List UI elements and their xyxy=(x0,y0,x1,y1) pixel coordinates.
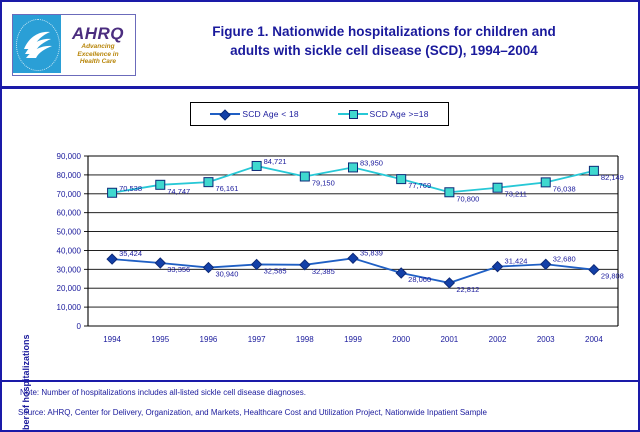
data-point-label: 83,950 xyxy=(360,158,383,167)
legend-line-18-plus xyxy=(337,110,368,119)
chart-note: Note: Number of hospitalizations include… xyxy=(20,388,306,397)
tagline-line-1: Advancing xyxy=(81,43,115,51)
data-point-marker xyxy=(154,257,166,269)
hhs-seal-icon xyxy=(13,15,61,73)
line-chart: 0 10,000 20,000 30,000 40,000 50,000 60,000 70,… xyxy=(57,152,624,344)
ahrq-logo: AHRQ Advancing Excellence in Health Care xyxy=(12,14,136,76)
x-axis-tick-label: 2001 xyxy=(440,335,458,344)
y-axis-tick-label: 0 xyxy=(77,322,82,331)
data-point-label: 22,812 xyxy=(456,285,479,294)
title-line-1: Figure 1. Nationwide hospitalizations fo… xyxy=(212,24,556,39)
data-point-label: 30,940 xyxy=(215,270,238,279)
data-point-marker xyxy=(348,162,358,173)
data-point-label: 33,356 xyxy=(167,265,190,274)
chart-legend: SCD Age < 18 SCD Age >=18 xyxy=(190,102,449,126)
data-point-label: 74,747 xyxy=(167,187,190,196)
data-point-marker xyxy=(107,187,118,198)
data-point-label: 76,161 xyxy=(215,184,238,193)
data-point-marker xyxy=(588,263,600,276)
data-point-label: 70,800 xyxy=(456,194,479,203)
data-point-marker xyxy=(588,165,599,176)
data-point-label: 32,680 xyxy=(553,254,576,263)
y-axis-tick-label: 80,000 xyxy=(57,171,82,180)
y-axis-tick-label: 70,000 xyxy=(57,190,82,199)
data-point-marker xyxy=(251,160,262,171)
data-point-label: 84,721 xyxy=(264,157,287,166)
data-point-label: 73,211 xyxy=(505,190,527,199)
data-point-marker xyxy=(395,267,407,279)
data-point-marker xyxy=(396,174,407,185)
data-point-label: 77,769 xyxy=(408,181,431,190)
legend-line-under-18 xyxy=(210,109,241,121)
data-point-marker xyxy=(443,277,456,289)
ahrq-wordmark: AHRQ xyxy=(71,24,125,44)
x-axis-tick-label: 1997 xyxy=(248,335,266,344)
x-axis-tick-label: 1998 xyxy=(296,335,314,344)
title-line-2: adults with sickle cell disease (SCD), 1… xyxy=(230,43,538,58)
data-point-label: 35,424 xyxy=(119,249,142,258)
ahrq-tagline: Advancing Excellence in Health Care xyxy=(77,43,118,66)
data-point-marker xyxy=(492,182,503,193)
header: AHRQ Advancing Excellence in Health Care… xyxy=(2,2,638,86)
data-point-marker xyxy=(347,252,359,265)
diamond-marker-icon xyxy=(219,109,232,121)
data-point-label: 35,839 xyxy=(360,248,383,257)
data-point-marker xyxy=(299,171,310,182)
x-axis-tick-label: 1994 xyxy=(103,335,121,344)
y-axis-tick-label: 50,000 xyxy=(57,228,82,237)
legend-label-under-18: SCD Age < 18 xyxy=(242,109,299,119)
data-point-marker xyxy=(106,253,118,265)
x-axis-tick-label: 1996 xyxy=(200,335,218,344)
x-axis-tick-label: 2004 xyxy=(585,335,603,344)
y-axis-tick-label: 60,000 xyxy=(57,209,82,218)
x-axis-tick-label: 2002 xyxy=(489,335,507,344)
data-point-marker xyxy=(444,187,455,198)
x-axis-tick-label: 2000 xyxy=(392,335,410,344)
y-axis-tick-label: 30,000 xyxy=(57,265,82,274)
data-point-marker xyxy=(202,261,215,274)
data-point-label: 79,150 xyxy=(312,178,335,187)
legend-item-scd-under-18: SCD Age < 18 xyxy=(210,109,299,121)
x-axis-tick-label: 1995 xyxy=(151,335,169,344)
data-point-marker xyxy=(540,258,552,270)
data-point-marker xyxy=(250,258,263,271)
data-point-marker xyxy=(540,177,551,188)
seal-ring xyxy=(16,19,60,71)
data-point-label: 31,424 xyxy=(505,257,528,266)
tagline-line-2: Excellence in xyxy=(77,50,119,58)
footer-divider xyxy=(2,380,638,382)
header-divider xyxy=(2,86,638,89)
data-point-marker xyxy=(299,259,311,271)
data-point-marker xyxy=(203,177,214,188)
data-point-label: 82,149 xyxy=(601,173,624,182)
legend-label-18-plus: SCD Age >=18 xyxy=(369,109,429,119)
data-point-label: 70,538 xyxy=(119,184,142,193)
y-axis-tick-label: 40,000 xyxy=(57,246,82,255)
ahrq-wordmark-block: AHRQ Advancing Excellence in Health Care xyxy=(61,15,135,75)
data-point-label: 32,385 xyxy=(312,267,335,276)
data-point-label: 76,038 xyxy=(553,184,576,193)
x-axis-tick-label: 1999 xyxy=(344,335,362,344)
data-point-label: 32,585 xyxy=(264,266,287,275)
hhs-bird-icon xyxy=(24,31,52,58)
data-point-marker xyxy=(155,179,166,190)
data-point-label: 29,808 xyxy=(601,272,624,281)
data-point-marker xyxy=(491,260,504,273)
x-axis-tick-label: 2003 xyxy=(537,335,555,344)
chart-area: Number of hospitalizations 0 10,000 20,000… xyxy=(2,132,638,430)
y-axis-tick-label: 90,000 xyxy=(57,152,82,161)
data-point-label: 28,060 xyxy=(408,275,431,284)
y-axis-tick-label: 20,000 xyxy=(57,284,82,293)
chart-source: Source: AHRQ, Center for Delivery, Organ… xyxy=(18,408,487,417)
square-marker-icon xyxy=(348,110,358,119)
tagline-line-3: Health Care xyxy=(79,58,117,66)
legend-item-scd-18-plus: SCD Age >=18 xyxy=(337,109,429,119)
page-title: Figure 1. Nationwide hospitalizations fo… xyxy=(142,22,626,60)
y-axis-tick-label: 10,000 xyxy=(57,303,82,312)
